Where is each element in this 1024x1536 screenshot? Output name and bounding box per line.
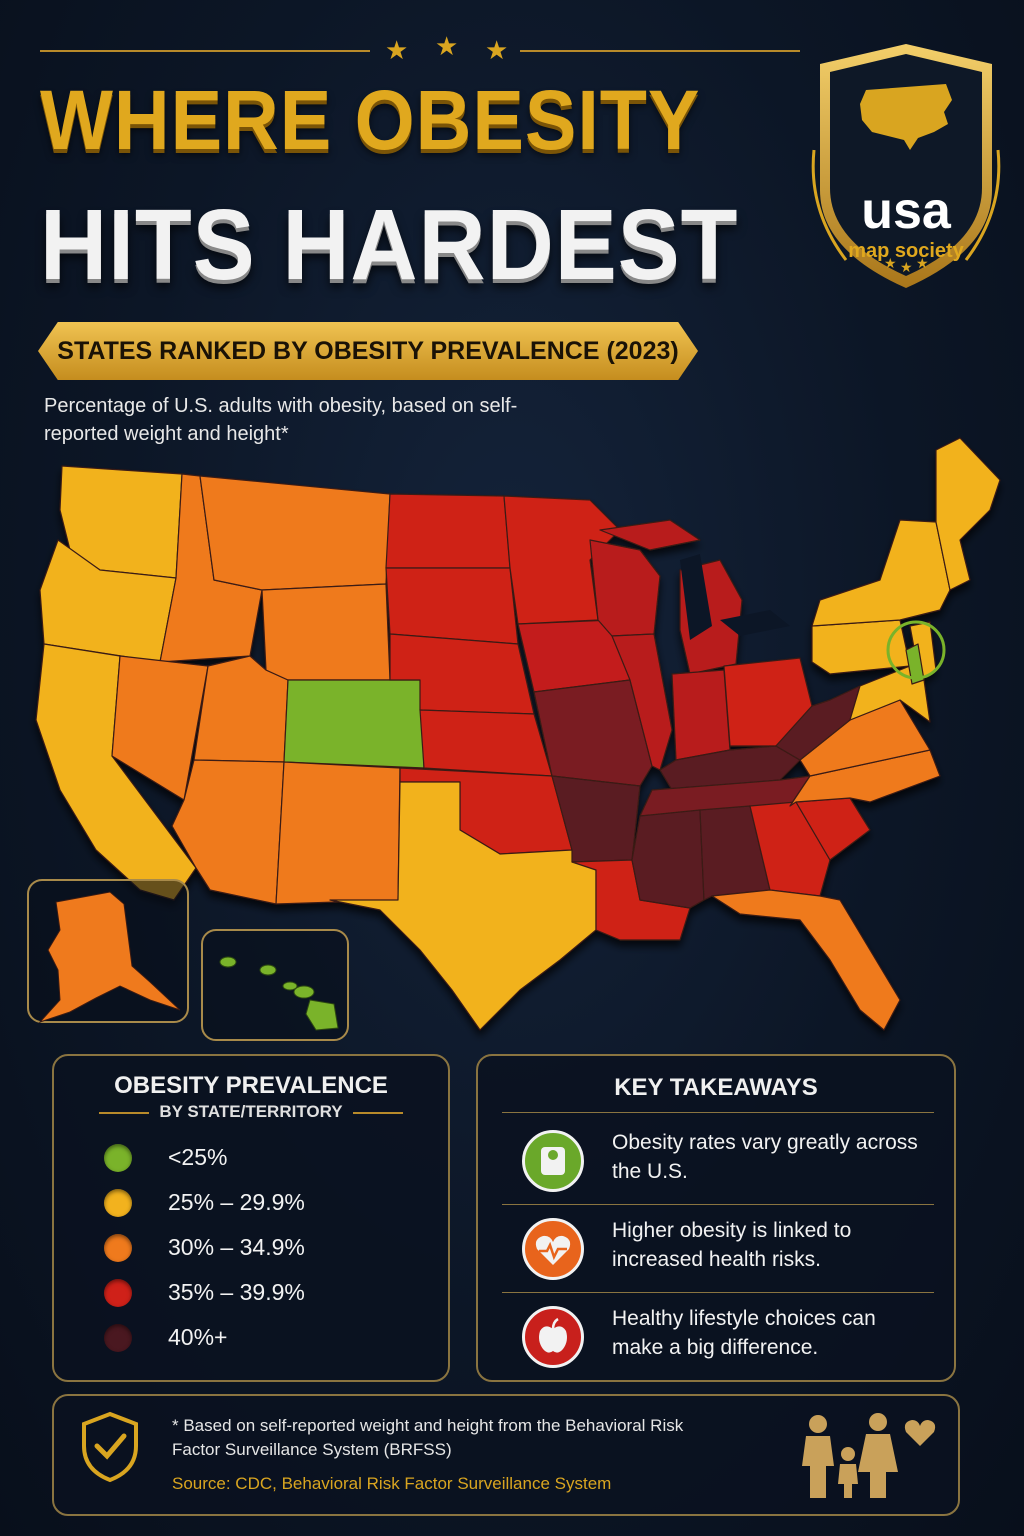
state-minnesota [503,495,621,625]
legend-swatch [104,1324,132,1352]
state-texas [329,781,597,1031]
state-mississippi [631,809,705,909]
state-michigan-up [599,519,701,551]
state-kansas [419,709,553,777]
state-north-dakota [385,493,511,569]
great-lakes [680,554,790,640]
legend-panel: OBESITY PREVALENCE BY STATE/TERRITORY <2… [52,1054,450,1382]
legend-subtitle: BY STATE/TERRITORY [54,1102,448,1122]
legend-swatch [104,1144,132,1172]
legend-swatch [104,1279,132,1307]
usa-map-society-logo: ★ ★ ★ usa map society [806,40,1006,292]
takeaways-title: KEY TAKEAWAYS [614,1074,818,1101]
legend-swatch [104,1234,132,1262]
map-description: Percentage of U.S. adults with obesity, … [44,395,518,445]
takeaway-item: Healthy lifestyle choices can make a big… [502,1296,934,1382]
dc-circle-icon [886,620,946,680]
dc-highlight [905,643,925,685]
takeaway-item: Obesity rates vary greatly across the U.… [502,1120,934,1206]
takeaway-item: Higher obesity is linked to increased he… [502,1208,934,1294]
title-line-2: HITS HARDEST [40,189,739,301]
logo-society-text: map society [848,240,964,262]
logo-usa-text: usa [861,182,951,240]
heart-pulse-icon [522,1218,584,1280]
key-takeaways-panel: KEY TAKEAWAYS Obesity rates vary greatly… [476,1054,956,1382]
legend-title: OBESITY PREVALENCE [114,1072,388,1099]
star-icon: ★ [385,36,409,66]
state-colorado [283,679,425,769]
apple-icon [522,1306,584,1368]
subtitle-banner: STATES RANKED BY OBESITY PREVALENCE (202… [38,322,698,380]
takeaway-text: Healthy lifestyle choices can make a big… [612,1307,876,1359]
state-wisconsin [589,539,661,637]
divider [502,1292,934,1293]
state-new-mexico [275,761,401,905]
state-hawaii [219,956,339,1031]
state-florida [711,889,901,1031]
star-icon: ★ [435,32,459,62]
footnote-text: * Based on self-reported weight and heig… [172,1416,684,1459]
legend-label: 35% – 39.9% [168,1279,305,1305]
family-icon [802,1413,936,1498]
star-icon: ★ [485,36,509,66]
state-indiana [671,669,731,761]
svg-text:★: ★ [900,260,913,276]
title-line-1: WHERE OBESITY [40,73,701,167]
legend-label: <25% [168,1144,228,1170]
usa-silhouette-icon [860,84,952,150]
state-pennsylvania [811,619,911,675]
legend-label: 30% – 34.9% [168,1234,305,1260]
state-alaska [38,891,181,1024]
title-stars: ★ ★ ★ [40,32,800,66]
takeaway-text: Higher obesity is linked to increased he… [612,1219,852,1271]
state-south-dakota [385,567,519,645]
state-montana [199,475,391,591]
state-new-york [811,519,951,627]
legend-label: 25% – 29.9% [168,1189,305,1215]
state-georgia [749,801,831,897]
svg-text:★: ★ [916,256,929,272]
state-missouri [533,679,653,787]
state-wyoming [261,583,391,681]
banner-text: STATES RANKED BY OBESITY PREVALENCE (202… [57,337,679,365]
us-obesity-map [27,437,1001,1041]
takeaway-text: Obesity rates vary greatly across the U.… [612,1131,918,1183]
divider [502,1204,934,1205]
divider [502,1112,934,1113]
svg-text:★: ★ [884,256,897,272]
shield-check-icon [82,1411,138,1483]
source-text: Source: CDC, Behavioral Risk Factor Surv… [172,1474,612,1493]
legend-swatch [104,1189,132,1217]
scale-icon [522,1130,584,1192]
state-new-england [935,437,1001,591]
legend-label: 40%+ [168,1324,228,1350]
state-arizona [171,759,285,905]
